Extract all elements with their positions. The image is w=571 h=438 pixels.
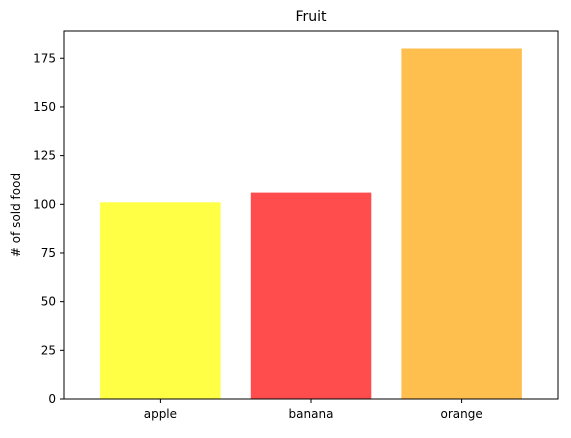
y-tick-label: 125 — [33, 149, 56, 163]
y-axis: 0 25 50 75 100 125 150 175 — [33, 51, 64, 406]
x-axis: apple banana orange — [144, 399, 483, 421]
y-tick-label: 175 — [33, 51, 56, 65]
bars-group — [100, 48, 522, 399]
chart-title: Fruit — [295, 9, 327, 25]
y-tick-label: 0 — [48, 392, 56, 406]
y-tick-label: 100 — [33, 197, 56, 211]
x-tick-label: apple — [144, 407, 177, 421]
y-tick-label: 150 — [33, 100, 56, 114]
y-tick-label: 25 — [41, 343, 56, 357]
y-axis-label: # of sold food — [9, 173, 23, 257]
y-tick-label: 50 — [41, 295, 56, 309]
y-tick-label: 75 — [41, 246, 56, 260]
x-tick-label: banana — [289, 407, 334, 421]
bar-apple — [100, 202, 221, 399]
bar-orange — [401, 48, 522, 399]
x-tick-label: orange — [440, 407, 482, 421]
bar-banana — [250, 192, 372, 399]
